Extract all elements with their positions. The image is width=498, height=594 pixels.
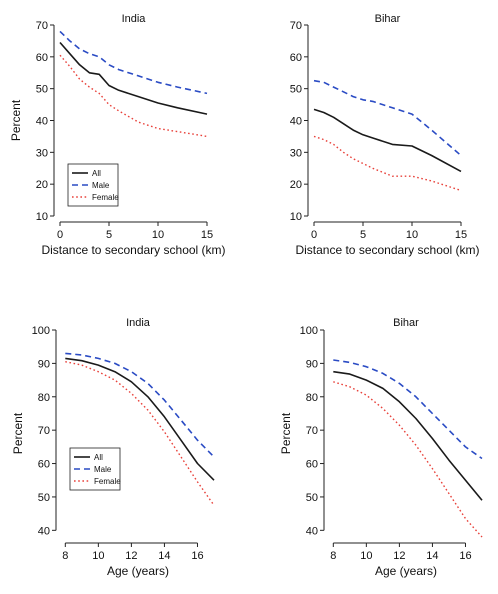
x-tick-label: 16 [191, 550, 203, 562]
legend-label: All [92, 169, 101, 178]
series-line-all [333, 370, 483, 501]
chart-panel-2: Bihar 10 20 30 40 50 60 70 0 5 10 15 Distance to sec… [290, 13, 480, 257]
y-tick-label: 80 [38, 392, 50, 404]
series-line-male [333, 359, 483, 460]
chart-title: Bihar [393, 317, 419, 329]
chart-panel-4: Bihar 40 50 60 70 80 90 100 8 10 12 14 16 Age (years)… [279, 317, 483, 578]
legend-label: Female [94, 477, 121, 486]
y-tick-label: 90 [306, 358, 318, 370]
y-tick-label: 10 [290, 211, 302, 223]
x-tick-label: 10 [360, 550, 372, 562]
y-tick-label: 70 [306, 425, 318, 437]
y-tick-label: 50 [36, 84, 48, 96]
y-tick-label: 90 [38, 358, 50, 370]
legend: All Male Female [69, 447, 121, 491]
legend-label: Male [94, 465, 112, 474]
series-line-all [65, 357, 215, 481]
x-tick-label: 16 [459, 550, 471, 562]
x-tick-label: 5 [360, 229, 366, 241]
y-tick-label: 100 [300, 325, 318, 337]
chart-title: India [122, 13, 147, 25]
series-line-all [59, 41, 208, 115]
x-tick-label: 12 [393, 550, 405, 562]
x-tick-label: 8 [62, 550, 68, 562]
y-tick-label: 40 [36, 116, 48, 128]
x-tick-label: 10 [406, 229, 418, 241]
x-tick-label: 5 [106, 229, 112, 241]
y-tick-label: 70 [36, 20, 48, 32]
y-tick-label: 60 [38, 459, 50, 471]
series-line-male [313, 79, 462, 157]
chart-panel-1: India 10 20 30 40 50 60 70 0 5 10 15 Distance to sec… [9, 13, 226, 257]
x-axis-label: Age (years) [107, 564, 169, 578]
y-tick-label: 100 [32, 325, 50, 337]
legend: All Male Female [67, 163, 119, 207]
x-tick-label: 15 [201, 229, 213, 241]
y-tick-label: 60 [36, 52, 48, 64]
x-tick-label: 0 [57, 229, 63, 241]
legend-box [67, 163, 119, 207]
legend-label: Male [92, 181, 110, 190]
x-tick-label: 12 [125, 550, 137, 562]
x-tick-label: 15 [455, 229, 467, 241]
x-axis-label: Distance to secondary school (km) [295, 243, 479, 257]
chart-panel-3: India 40 50 60 70 80 90 100 8 10 12 14 16 Age (years)… [11, 317, 215, 578]
y-tick-label: 60 [306, 459, 318, 471]
y-tick-label: 50 [290, 84, 302, 96]
y-axis-label: Percent [9, 99, 23, 141]
y-tick-label: 80 [306, 392, 318, 404]
y-tick-label: 30 [290, 147, 302, 159]
y-tick-label: 20 [290, 179, 302, 191]
y-tick-label: 10 [36, 211, 48, 223]
y-axis-label: Percent [11, 412, 25, 454]
y-tick-label: 20 [36, 179, 48, 191]
chart-title: India [126, 317, 151, 329]
x-tick-label: 14 [426, 550, 438, 562]
x-axis-label: Distance to secondary school (km) [41, 243, 225, 257]
series-line-female [65, 361, 215, 506]
y-tick-label: 70 [38, 425, 50, 437]
series-line-male [59, 30, 208, 95]
y-tick-label: 50 [38, 492, 50, 504]
y-tick-label: 40 [306, 525, 318, 537]
y-tick-label: 40 [290, 116, 302, 128]
x-tick-label: 0 [311, 229, 317, 241]
x-tick-label: 8 [330, 550, 336, 562]
x-axis-label: Age (years) [375, 564, 437, 578]
x-tick-label: 10 [152, 229, 164, 241]
series-line-female [59, 54, 208, 138]
series-line-male [65, 352, 215, 458]
series-line-female [313, 135, 462, 192]
y-tick-label: 50 [306, 492, 318, 504]
y-tick-label: 70 [290, 20, 302, 32]
y-tick-label: 60 [290, 52, 302, 64]
y-tick-label: 30 [36, 147, 48, 159]
y-tick-label: 40 [38, 525, 50, 537]
chart-title: Bihar [375, 13, 401, 25]
legend-label: All [94, 453, 103, 462]
legend-label: Female [92, 193, 119, 202]
series-line-all [313, 108, 462, 173]
x-tick-label: 10 [92, 550, 104, 562]
x-tick-label: 14 [158, 550, 170, 562]
y-axis-label: Percent [279, 412, 293, 454]
series-line-female [333, 381, 483, 538]
